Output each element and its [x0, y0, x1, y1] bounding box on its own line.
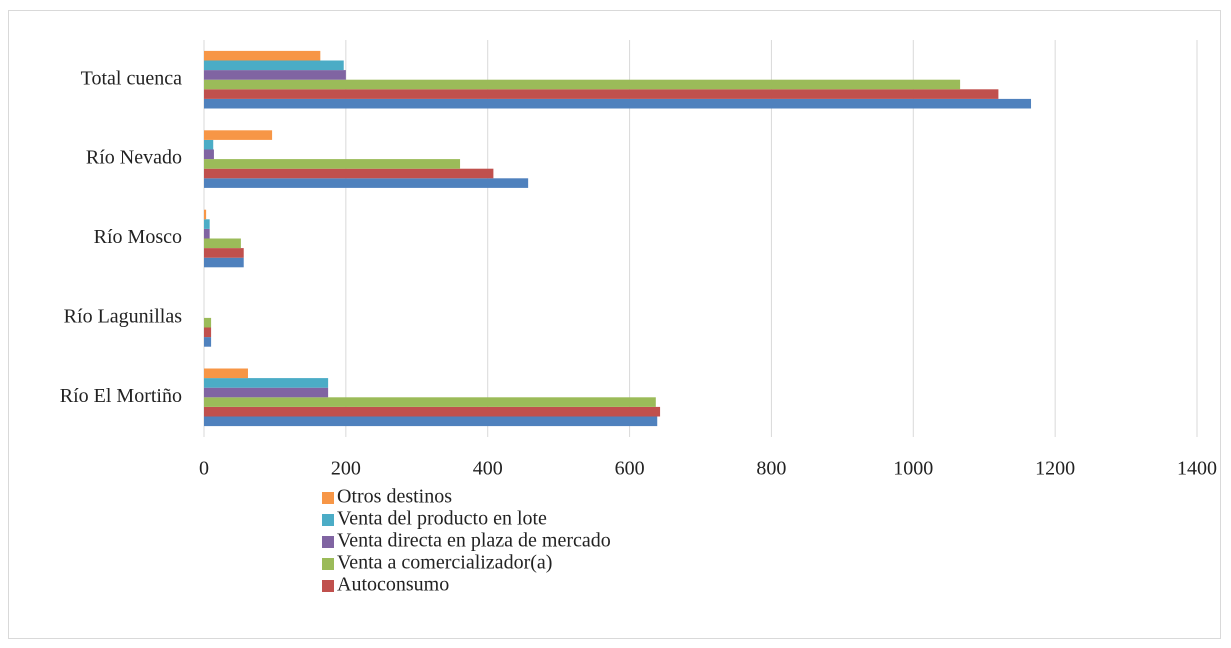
bar: [204, 178, 529, 188]
y-tick-label: Río Lagunillas: [64, 305, 183, 327]
bar: [204, 70, 346, 80]
bar: [204, 219, 210, 229]
x-tick-label: 1200: [1035, 458, 1075, 480]
legend-swatch: [322, 536, 334, 548]
bar: [204, 50, 321, 61]
legend-label: Otros destinos: [337, 486, 452, 508]
bar: [204, 368, 248, 379]
legend-swatch: [322, 492, 334, 504]
bar: [204, 337, 212, 347]
legend-swatch: [322, 580, 334, 592]
x-tick-label: 800: [756, 458, 786, 480]
bar: [204, 238, 241, 249]
bar: [204, 159, 461, 169]
legend-label: Venta directa en plaza de mercado: [337, 530, 611, 552]
bar: [204, 209, 207, 220]
bar: [204, 406, 661, 417]
bar: [204, 60, 344, 71]
bar: [204, 248, 244, 258]
bar: [204, 387, 329, 398]
x-tick-label: 400: [473, 458, 503, 480]
y-tick-label: Río Nevado: [86, 147, 182, 169]
x-tick-label: 0: [199, 458, 209, 480]
bar: [204, 98, 1032, 109]
bar: [204, 168, 494, 179]
legend-label: Venta a comercializador(a): [337, 552, 552, 574]
x-tick-label: 1400: [1177, 458, 1217, 480]
bar: [204, 397, 656, 407]
bar: [204, 79, 961, 90]
y-tick-label: Total cuenca: [81, 67, 182, 89]
bar: [204, 317, 212, 328]
legend-swatch: [322, 558, 334, 570]
bar: [204, 149, 214, 160]
y-tick-label: Río El Mortiño: [60, 385, 182, 407]
x-tick-label: 200: [331, 458, 361, 480]
bar: [204, 327, 212, 338]
legend-swatch: [322, 514, 334, 526]
x-tick-label: 600: [615, 458, 645, 480]
bar: [204, 416, 658, 427]
y-tick-label: Río Mosco: [94, 226, 182, 248]
bar: [204, 378, 329, 388]
bar: [204, 228, 210, 239]
bar: [204, 139, 214, 150]
x-tick-label: 1000: [893, 458, 933, 480]
bar: [204, 130, 273, 140]
bar: [204, 257, 244, 268]
legend-label: Autoconsumo: [337, 574, 449, 596]
legend-label: Venta del producto en lote: [337, 508, 547, 530]
bar: [204, 89, 999, 99]
